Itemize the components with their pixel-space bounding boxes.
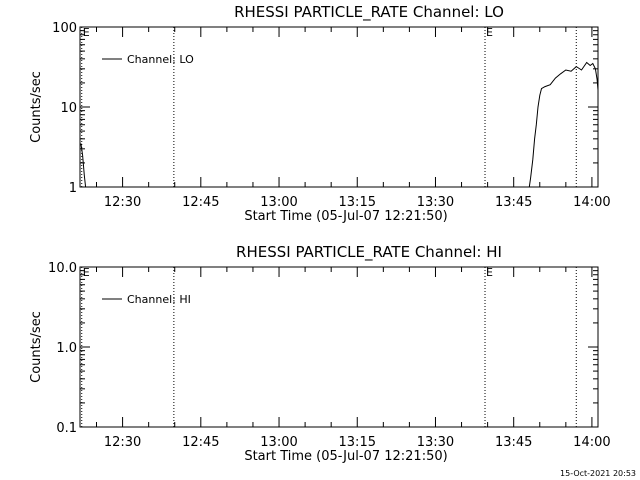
x-axis-label: Start Time (05-Jul-07 12:21:50) (244, 449, 447, 464)
x-tick-label: 12:45 (182, 195, 219, 210)
y-tick-label: 1.0 (56, 341, 77, 356)
x-tick-label: 14:00 (573, 195, 610, 210)
x-tick-label: 13:30 (417, 195, 454, 210)
chart-title: RHESSI PARTICLE_RATE Channel: LO (234, 3, 504, 22)
chart-title: RHESSI PARTICLE_RATE Channel: HI (236, 243, 502, 262)
x-tick-label: 13:00 (260, 195, 297, 210)
plot-frame (79, 26, 599, 188)
chart-panel-1: RHESSI PARTICLE_RATE Channel: LO 1 10 100 12… (29, 3, 611, 224)
plot-frame (79, 266, 599, 428)
series-line-segment (80, 143, 87, 187)
y-tick-label: 10.0 (48, 261, 77, 276)
footer-timestamp: 15-Oct-2021 20:53 (560, 469, 636, 478)
event-marker-label: E (83, 26, 90, 39)
x-tick-label: 13:15 (339, 435, 376, 450)
series-line-segment (528, 61, 598, 187)
y-tick-label: 1 (69, 181, 77, 196)
event-marker-label: E (83, 266, 90, 279)
y-axis-label: Counts/sec (29, 71, 44, 143)
y-tick-label: 10 (60, 101, 77, 116)
chart-panel-2: RHESSI PARTICLE_RATE Channel: HI 0.1 1.0 10… (29, 243, 611, 464)
x-tick-label: 13:00 (260, 435, 297, 450)
event-marker-label: E (486, 266, 493, 279)
x-tick-label: 12:30 (104, 195, 141, 210)
legend-entry: Channel: LO (127, 53, 194, 66)
x-tick-label: 13:45 (495, 435, 532, 450)
x-axis-label: Start Time (05-Jul-07 12:21:50) (244, 209, 447, 224)
x-tick-label: 13:45 (495, 195, 532, 210)
x-tick-label: 13:15 (339, 195, 376, 210)
x-tick-label: 12:30 (104, 435, 141, 450)
y-tick-label: 0.1 (56, 421, 77, 436)
legend-entry: Channel: HI (127, 293, 191, 306)
event-marker-label: E (486, 26, 493, 39)
x-tick-label: 12:45 (182, 435, 219, 450)
x-tick-label: 13:30 (417, 435, 454, 450)
y-tick-label: 100 (52, 21, 77, 36)
y-axis-label: Counts/sec (29, 311, 44, 383)
x-tick-label: 14:00 (573, 435, 610, 450)
